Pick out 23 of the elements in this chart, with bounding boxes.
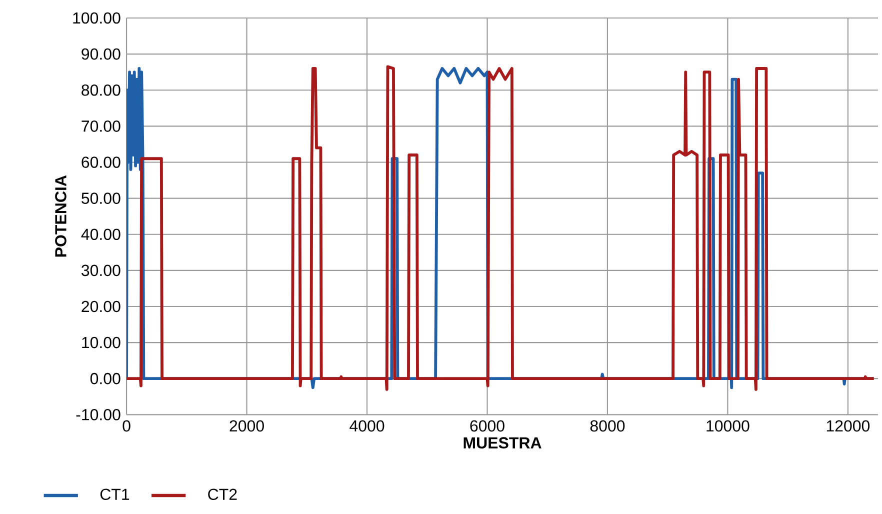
y-tick-label: 100.00: [73, 12, 120, 24]
x-tick-label: 6000: [470, 420, 504, 432]
x-axis-title: MUESTRA: [464, 437, 542, 448]
y-axis-title: POTENCIA: [55, 175, 66, 257]
y-tick-label: -10.00: [76, 408, 120, 420]
y-tick-label: 50.00: [82, 192, 120, 204]
y-tick-label: 20.00: [82, 300, 120, 312]
y-tick-label: 40.00: [81, 228, 120, 240]
x-tick-label: 4000: [350, 420, 384, 432]
y-tick-label: 80.00: [82, 84, 120, 96]
legend-label: CT1: [100, 488, 130, 500]
y-tick-label: 30.00: [82, 264, 120, 276]
y-tick-label: 90.00: [82, 48, 120, 60]
x-tick-label: 2000: [230, 420, 264, 432]
x-tick-label: 12000: [826, 420, 870, 432]
legend-label: CT2: [208, 488, 237, 500]
x-tick-label: 0: [122, 420, 130, 432]
y-tick-label: 60.00: [82, 156, 120, 168]
y-tick-label: 10.00: [82, 336, 120, 348]
y-tick-label: 70.00: [82, 120, 120, 132]
y-tick-label: 0.00: [90, 372, 120, 384]
x-tick-label: 10000: [706, 420, 750, 432]
x-tick-label: 8000: [590, 420, 625, 432]
